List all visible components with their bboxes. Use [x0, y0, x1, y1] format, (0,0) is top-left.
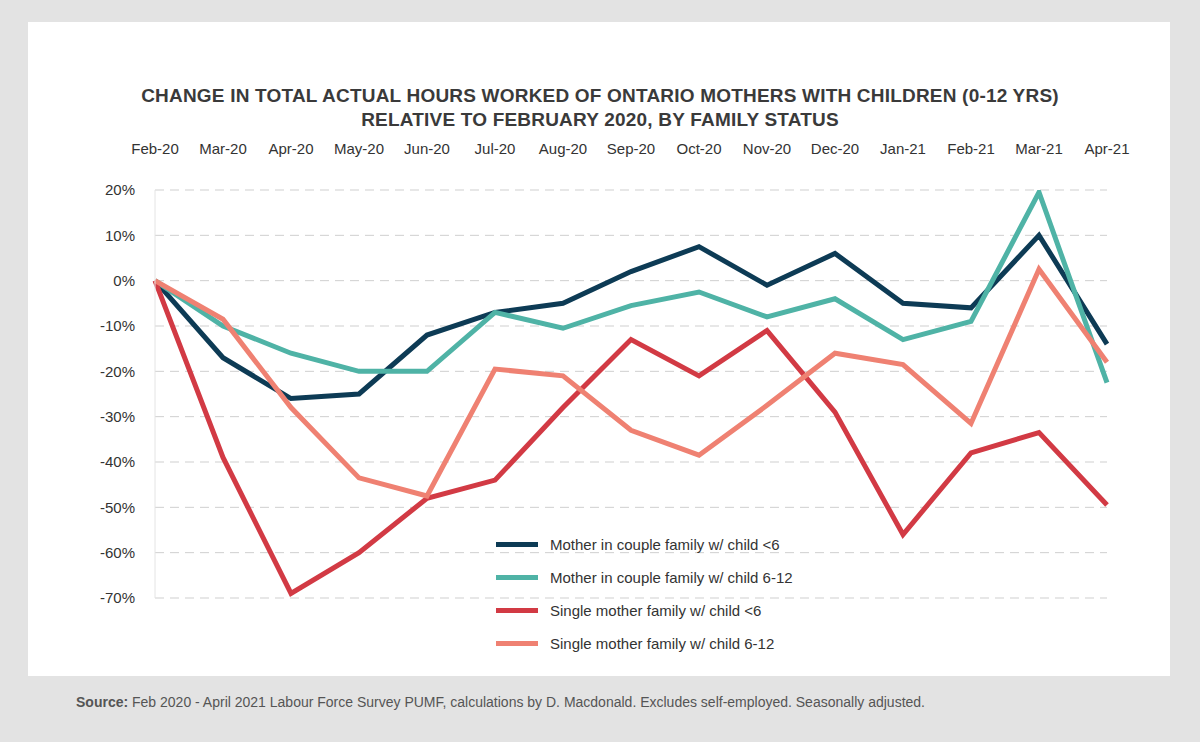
svg-text:May-20: May-20 [334, 140, 384, 157]
svg-text:0%: 0% [113, 272, 135, 289]
html-text:Single mother family w/ child: Single mother family w/ child 6-12 [550, 635, 775, 652]
svg-text:Aug-20: Aug-20 [539, 140, 587, 157]
html-text:Mother in couple family w/ chi: Mother in couple family w/ child 6-12 [550, 569, 793, 586]
svg-text:Feb-21: Feb-21 [947, 140, 995, 157]
html-text:Mother in couple family w/ chi: Mother in couple family w/ child <6 [550, 536, 780, 553]
svg-text:-70%: -70% [100, 589, 135, 606]
svg-text:Oct-20: Oct-20 [676, 140, 721, 157]
svg-text:Mar-20: Mar-20 [199, 140, 247, 157]
svg-text:Nov-20: Nov-20 [743, 140, 791, 157]
svg-text:Sep-20: Sep-20 [607, 140, 655, 157]
svg-text:Apr-20: Apr-20 [268, 140, 313, 157]
svg-text:-60%: -60% [100, 544, 135, 561]
svg-text:Dec-20: Dec-20 [811, 140, 859, 157]
svg-text:10%: 10% [105, 227, 135, 244]
svg-text:-40%: -40% [100, 453, 135, 470]
svg-text:-20%: -20% [100, 363, 135, 380]
svg-text:-30%: -30% [100, 408, 135, 425]
svg-text:Jan-21: Jan-21 [880, 140, 926, 157]
svg-text:Mar-21: Mar-21 [1015, 140, 1063, 157]
html-text:Single mother family w/ child: Single mother family w/ child <6 [550, 602, 762, 619]
svg-text:20%: 20% [105, 181, 135, 198]
svg-text:Jun-20: Jun-20 [404, 140, 450, 157]
svg-text:Feb-20: Feb-20 [131, 140, 179, 157]
svg-text:-50%: -50% [100, 499, 135, 516]
svg-text:Jul-20: Jul-20 [475, 140, 516, 157]
svg-text:Apr-21: Apr-21 [1084, 140, 1129, 157]
html-text:Source: Feb 2020 - April 2021: Source: Feb 2020 - April 2021 Labour For… [76, 694, 925, 710]
svg-text:-10%: -10% [100, 317, 135, 334]
html-text:CHANGE IN TOTAL ACTUAL HOURS W: CHANGE IN TOTAL ACTUAL HOURS WORKED OF O… [141, 85, 1059, 130]
